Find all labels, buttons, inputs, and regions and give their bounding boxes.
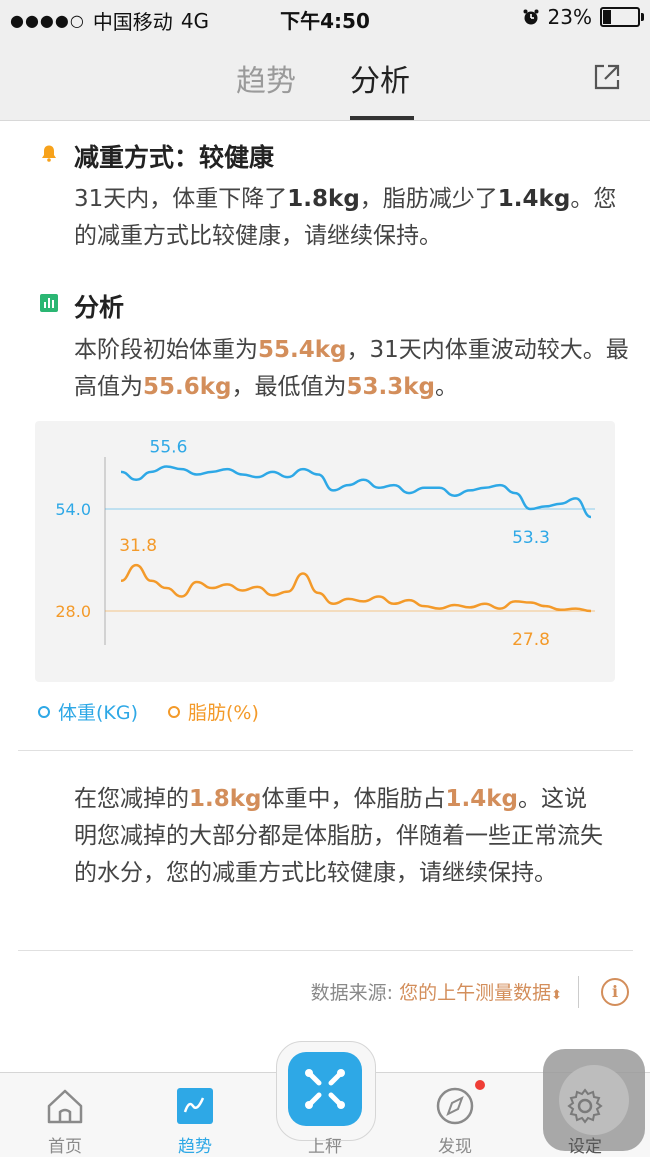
source-separator xyxy=(578,976,579,1008)
status-left: ●●●●○ 中国移动 4G xyxy=(10,6,209,35)
bar-chart-icon-bar xyxy=(44,302,46,308)
nav-discover-label: 发现 xyxy=(438,1137,472,1157)
lost-weight-value: 1.8kg xyxy=(189,786,262,812)
initial-weight-value: 55.4kg xyxy=(258,337,347,363)
min-data-label: 27.8 xyxy=(512,630,550,650)
bell-icon xyxy=(42,145,56,162)
carrier-name: 中国移动 xyxy=(92,10,173,34)
analysis-text: 本阶段初始体重为55.4kg，31天内体重波动较大。最高值为55.6kg，最低值… xyxy=(74,332,639,406)
share-icon[interactable] xyxy=(592,62,622,92)
signal-strength-icon: ●●●●○ xyxy=(10,11,85,30)
analysis-text-part: ，最低值为 xyxy=(231,374,347,400)
nav-home-label: 首页 xyxy=(48,1137,82,1157)
weight-loss-summary: 31天内，体重下降了1.8kg，脂肪减少了1.4kg。您的减重方式比较健康，请继… xyxy=(74,181,639,255)
legend-weight-marker xyxy=(38,705,50,718)
tab-trend[interactable]: 趋势 xyxy=(236,64,296,99)
battery-level-fill xyxy=(603,10,611,24)
bar-chart-icon xyxy=(40,294,58,312)
analysis-text-part: ，31天内体重波动较大。最高值为 xyxy=(74,337,629,400)
bar-chart-icon-bar xyxy=(52,300,54,308)
summary-text: ，脂肪减少了 xyxy=(359,186,498,212)
fat-analysis-text-part: 在您减掉的 xyxy=(74,786,189,812)
max-weight-value: 55.6kg xyxy=(143,374,232,400)
data-source-label: 数据来源: xyxy=(310,982,394,1004)
chart-legend: 体重(KG) 脂肪(%) xyxy=(38,698,259,725)
reference-label: 54.0 xyxy=(55,500,91,519)
network-type: 4G xyxy=(180,8,210,33)
alarm-clock-icon xyxy=(523,9,539,25)
fat-analysis-text-part: 体重中，体脂肪占 xyxy=(261,786,446,812)
battery-percent: 23% xyxy=(547,5,592,29)
divider xyxy=(18,950,633,951)
analysis-title: 分析 xyxy=(74,293,125,322)
legend-weight[interactable]: 体重(KG) xyxy=(38,698,138,725)
legend-fat-marker xyxy=(168,705,181,718)
top-tab-header: 趋势 分析 xyxy=(0,36,650,121)
lost-fat-value: 1.4kg xyxy=(445,786,519,812)
min-weight-value: 53.3kg xyxy=(346,374,436,400)
active-tab-indicator xyxy=(350,116,414,120)
home-icon xyxy=(47,1089,83,1124)
max-data-label: 55.6 xyxy=(150,438,188,458)
legend-fat-label: 脂肪(%) xyxy=(188,702,259,724)
status-right: 23% xyxy=(522,5,644,29)
weight-loss-method-title: 减重方式：较健康 xyxy=(74,143,275,172)
notification-badge xyxy=(475,1080,485,1090)
sort-arrows-icon: ⬍ xyxy=(551,988,562,1003)
data-source-selector[interactable]: 您的上午测量数据⬍ xyxy=(399,982,562,1004)
info-icon[interactable]: i xyxy=(601,978,629,1006)
summary-text: 。您的减重方式比较健康，请继续保持。 xyxy=(74,186,617,249)
legend-fat[interactable]: 脂肪(%) xyxy=(168,698,259,725)
weight-drop-value: 1.8kg xyxy=(287,186,360,212)
scale-icon xyxy=(305,1069,345,1109)
bar-chart-icon-bar xyxy=(48,298,50,308)
data-source-value: 您的上午测量数据 xyxy=(399,982,552,1004)
summary-text: 31天内，体重下降了 xyxy=(74,186,288,212)
divider xyxy=(18,750,633,751)
fat-drop-value: 1.4kg xyxy=(497,186,571,212)
trend-chart: 54.0 55.6 53.3 28.0 31.8 27.8 xyxy=(35,421,615,682)
fat-analysis-text-part: 。这说明您减掉的大部分都是体脂肪，伴随着一些正常流失的水分，您的减重方式比较健康… xyxy=(74,786,603,886)
battery-icon xyxy=(600,7,644,27)
legend-weight-label: 体重(KG) xyxy=(58,702,139,724)
status-time: 下午4:50 xyxy=(280,9,370,33)
tab-analysis[interactable]: 分析 xyxy=(350,64,410,99)
min-data-label: 53.3 xyxy=(512,528,550,548)
max-data-label: 31.8 xyxy=(119,536,157,556)
assistive-touch-inner xyxy=(559,1065,629,1135)
trend-icon xyxy=(177,1088,213,1124)
status-bar: ●●●●○ 中国移动 4G 下午4:50 23% xyxy=(0,0,650,36)
compass-icon xyxy=(436,1087,474,1125)
weight-series-line xyxy=(120,465,592,519)
fat-series-line xyxy=(120,563,592,613)
gear-icon xyxy=(567,1088,603,1124)
nav-scale-label: 上秤 xyxy=(308,1137,342,1157)
data-source: 数据来源: 您的上午测量数据⬍ xyxy=(311,978,562,1005)
fat-analysis-text: 在您减掉的1.8kg体重中，体脂肪占1.4kg。这说明您减掉的大部分都是体脂肪，… xyxy=(74,781,604,892)
nav-trend-label: 趋势 xyxy=(178,1137,212,1157)
reference-label: 28.0 xyxy=(55,602,91,621)
analysis-text-part: 本阶段初始体重为 xyxy=(74,337,258,363)
analysis-text-part: 。 xyxy=(435,374,459,400)
trend-chart-svg: 54.0 55.6 53.3 28.0 31.8 27.8 xyxy=(55,438,595,650)
nav-settings-label: 设定 xyxy=(568,1137,602,1157)
scale-button[interactable] xyxy=(288,1052,362,1126)
